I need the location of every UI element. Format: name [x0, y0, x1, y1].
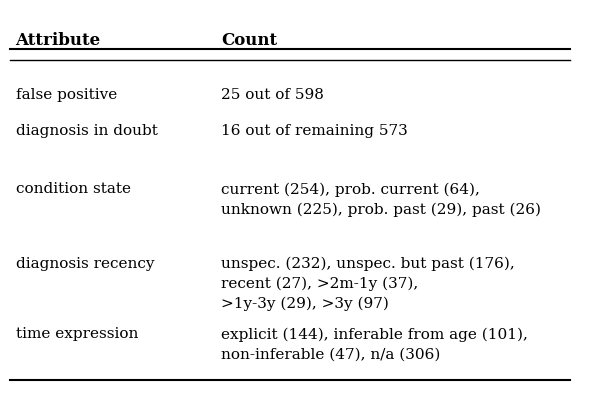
Text: diagnosis recency: diagnosis recency: [16, 257, 154, 271]
Text: time expression: time expression: [16, 327, 138, 341]
Text: diagnosis in doubt: diagnosis in doubt: [16, 124, 157, 138]
Text: Count: Count: [221, 32, 278, 48]
Text: 16 out of remaining 573: 16 out of remaining 573: [221, 124, 408, 138]
Text: unspec. (232), unspec. but past (176),
recent (27), >2m-1y (37),
>1y-3y (29), >3: unspec. (232), unspec. but past (176), r…: [221, 257, 515, 311]
Text: 25 out of 598: 25 out of 598: [221, 88, 324, 102]
Text: explicit (144), inferable from age (101),
non-inferable (47), n/a (306): explicit (144), inferable from age (101)…: [221, 327, 528, 361]
Text: false positive: false positive: [16, 88, 117, 102]
Text: current (254), prob. current (64),
unknown (225), prob. past (29), past (26): current (254), prob. current (64), unkno…: [221, 182, 542, 217]
Text: condition state: condition state: [16, 182, 131, 196]
Text: Attribute: Attribute: [16, 32, 101, 48]
